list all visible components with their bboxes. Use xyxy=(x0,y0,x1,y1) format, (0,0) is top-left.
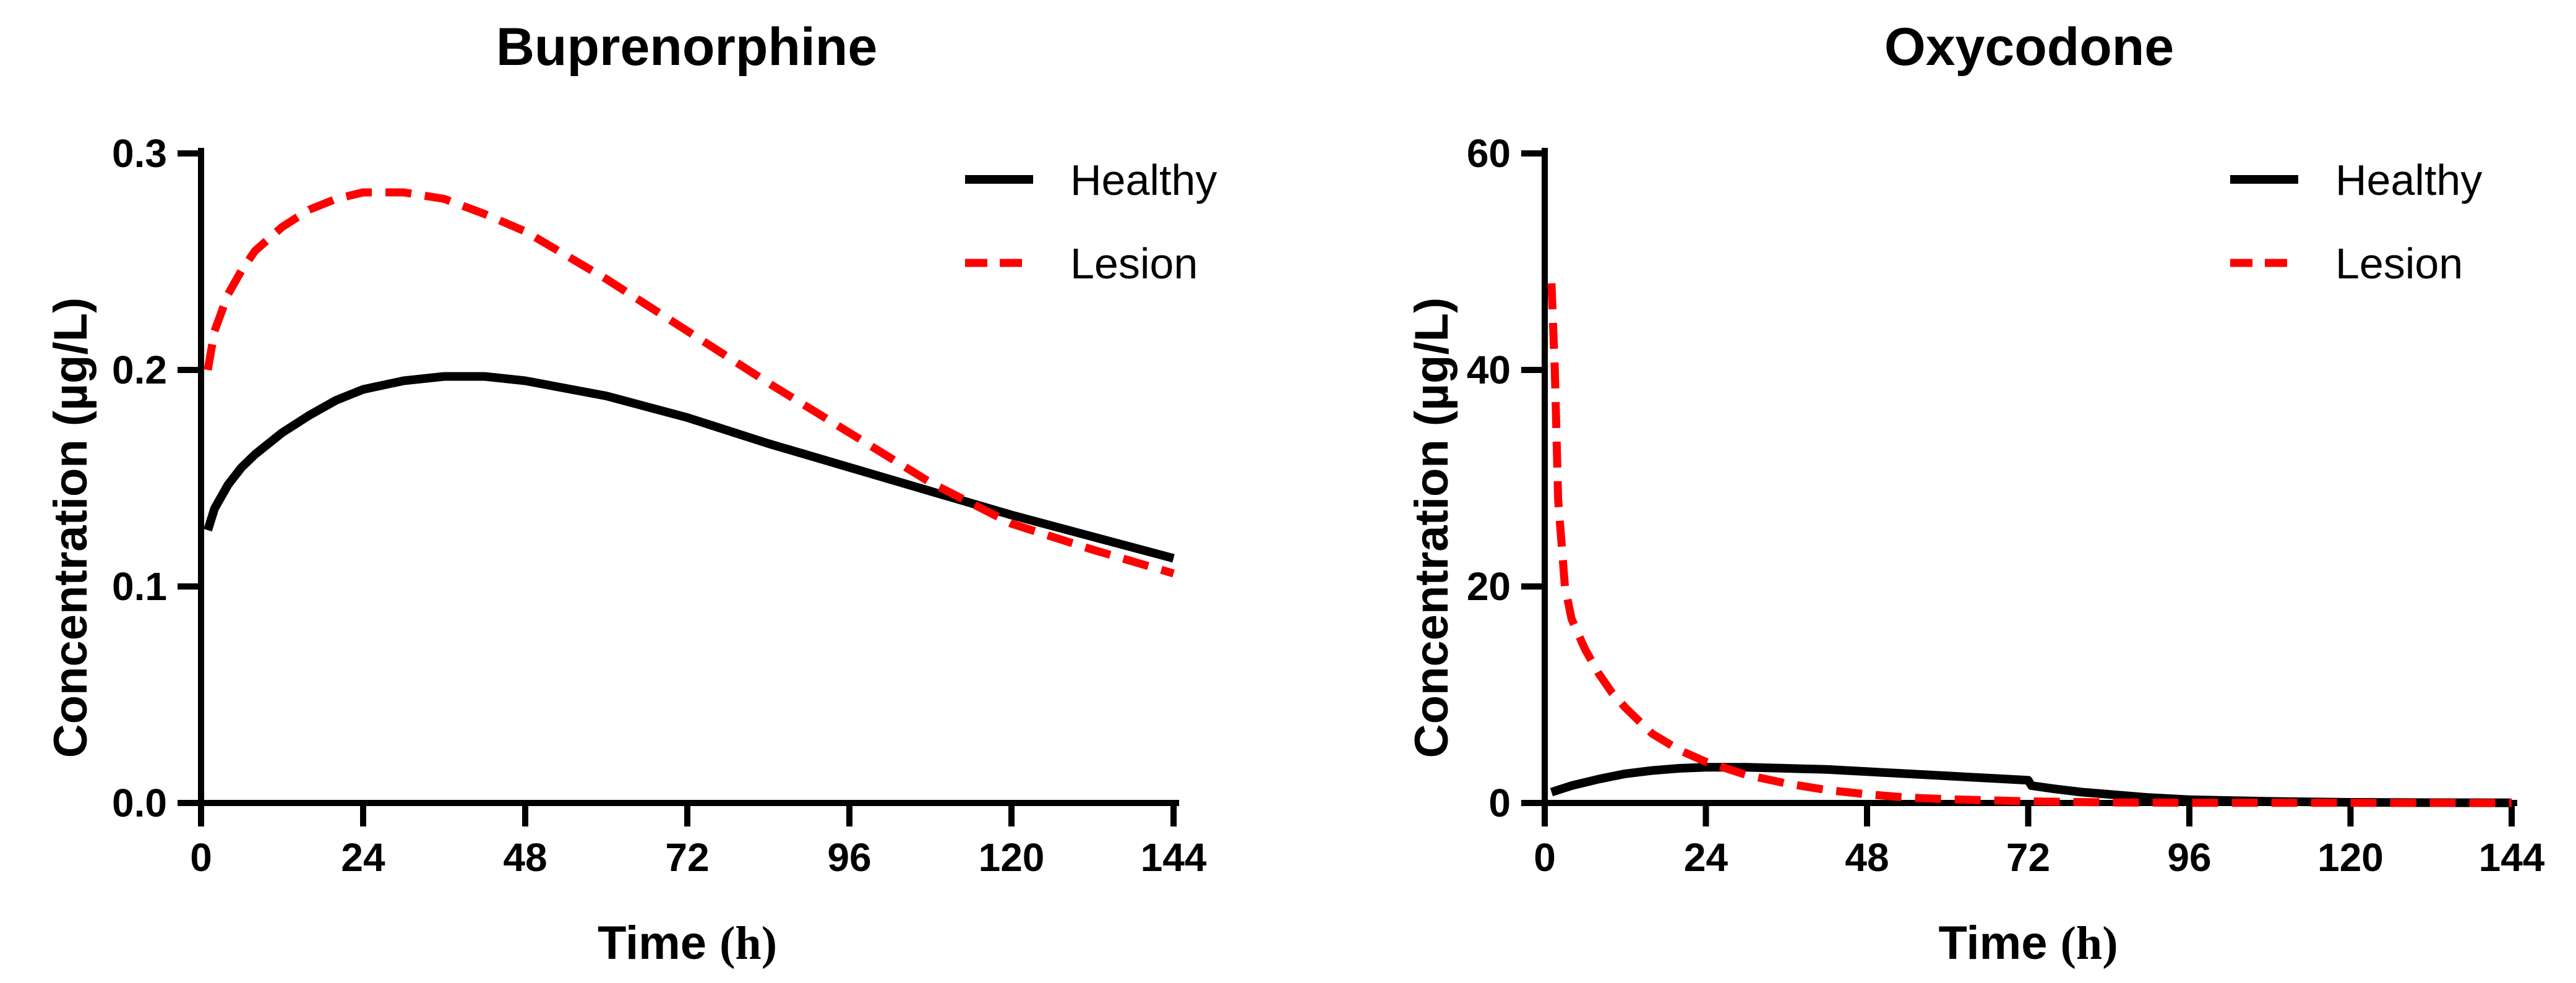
y-tick-label: 0.1 xyxy=(112,564,167,609)
legend-label-healthy: Healthy xyxy=(1070,156,1217,204)
x-tick-label: 144 xyxy=(2479,835,2545,880)
chart-title: Buprenorphine xyxy=(496,17,877,77)
y-axis-label: Concentration (µg/L) xyxy=(45,298,97,758)
x-tick-label: 48 xyxy=(503,835,547,880)
x-tick-label: 96 xyxy=(827,835,871,880)
y-tick-label: 0 xyxy=(1488,781,1511,825)
y-tick-label: 40 xyxy=(1467,348,1511,392)
series-line-healthy xyxy=(1550,763,2512,807)
x-tick-label: 144 xyxy=(1141,835,1207,880)
x-axis-label: Time (h) xyxy=(598,917,777,969)
y-tick-label: 0.2 xyxy=(112,348,167,392)
legend-label-lesion: Lesion xyxy=(1070,239,1198,288)
legend-label-healthy: Healthy xyxy=(2335,156,2482,204)
series-line-lesion xyxy=(1547,283,2512,807)
x-tick-label: 96 xyxy=(2167,835,2211,880)
x-tick-label: 24 xyxy=(1684,835,1728,880)
x-axis-label: Time (h) xyxy=(1938,917,2118,969)
chart-title: Oxycodone xyxy=(1884,17,2174,77)
x-tick-label: 24 xyxy=(341,835,385,880)
y-tick-label: 20 xyxy=(1467,564,1511,609)
series-line-healthy xyxy=(204,372,1175,563)
x-axis-label-unit: (h) xyxy=(2061,917,2118,969)
legend-label-lesion: Lesion xyxy=(2335,239,2463,288)
chart-panel-oxycodone: Oxycodone 0 24 48 72 96 120 144 0 20 40 60 Time (h) C… xyxy=(1406,17,2545,969)
x-tick-label: 120 xyxy=(979,835,1045,880)
x-tick-label: 0 xyxy=(1534,835,1556,880)
y-tick-label: 0.3 xyxy=(112,131,167,176)
x-tick-label: 72 xyxy=(665,835,709,880)
y-axis-label: Concentration (µg/L) xyxy=(1406,298,1458,758)
chart-panel-buprenorphine: Buprenorphine 0 24 48 72 96 120 144 0.0 0.1 0.2 0.3… xyxy=(45,17,1217,969)
x-axis-label-text: Time xyxy=(1938,917,2047,969)
series-line-lesion xyxy=(204,188,1175,578)
y-tick-label: 0.0 xyxy=(112,781,167,825)
x-tick-label: 0 xyxy=(190,835,212,880)
x-tick-label: 72 xyxy=(2006,835,2050,880)
x-tick-label: 48 xyxy=(1845,835,1889,880)
x-axis-label-text: Time xyxy=(598,917,706,969)
y-tick-label: 60 xyxy=(1467,131,1511,176)
x-axis-label-unit: (h) xyxy=(719,917,777,969)
x-tick-label: 120 xyxy=(2317,835,2384,880)
